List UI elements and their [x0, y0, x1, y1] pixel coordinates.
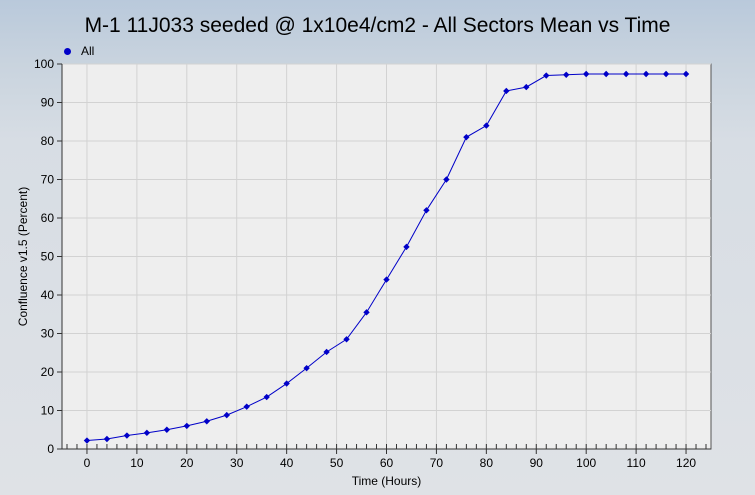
data-point: [622, 70, 630, 78]
x-tick-label: 120: [676, 456, 696, 470]
data-point: [243, 403, 250, 410]
data-point: [602, 70, 610, 78]
data-point: [423, 207, 430, 214]
x-tick-label: 20: [180, 456, 194, 470]
data-point: [503, 87, 510, 95]
data-point: [263, 393, 270, 401]
data-point: [582, 70, 590, 78]
chart-title: M-1 11J033 seeded @ 1x10e4/cm2 - All Sec…: [84, 14, 671, 37]
minor-ticks: [66, 444, 707, 449]
y-tick-label: 80: [41, 134, 55, 148]
x-tick-label: 90: [530, 456, 544, 470]
data-point: [523, 83, 530, 91]
x-tick-label: 40: [280, 456, 294, 470]
legend-label-all: All: [81, 44, 95, 58]
data-point: [83, 437, 91, 444]
x-axis-label: Time (Hours): [352, 474, 422, 488]
data-point: [543, 72, 550, 79]
y-tick-label: 50: [41, 250, 55, 264]
y-tick-label: 30: [41, 327, 55, 341]
data-point: [363, 309, 370, 316]
y-tick-label: 0: [47, 442, 54, 456]
data-point: [563, 71, 570, 78]
data-point: [463, 133, 470, 141]
data-point: [103, 435, 111, 443]
y-tick-label: 70: [41, 173, 55, 187]
data-point: [343, 336, 350, 343]
x-tick-label: 30: [230, 456, 244, 470]
y-tick-label: 40: [41, 288, 55, 302]
x-axis: 0 10 20 30 40 50 60 70 80 90 100 110 120: [62, 448, 711, 470]
data-point: [682, 70, 690, 78]
data-point: [323, 348, 330, 356]
data-point: [143, 429, 151, 437]
x-tick-label: 100: [576, 456, 596, 470]
legend-marker-all: [64, 47, 71, 55]
y-tick-label: 20: [41, 365, 55, 379]
data-point: [383, 276, 390, 283]
data-point: [283, 380, 290, 387]
x-tick-label: 50: [330, 456, 344, 470]
data-point: [443, 176, 450, 183]
legend: All: [64, 43, 94, 59]
x-tick-label: 60: [380, 456, 394, 470]
data-points: [83, 70, 690, 444]
data-point: [123, 432, 131, 439]
y-axis-label: Confluence v1.5 (Percent): [16, 187, 30, 326]
data-point: [203, 418, 210, 425]
x-tick-label: 0: [84, 456, 91, 470]
data-point: [223, 411, 230, 419]
data-point: [183, 422, 191, 430]
y-tick-label: 90: [41, 96, 55, 110]
x-tick-label: 110: [627, 456, 646, 470]
x-tick-label: 80: [480, 456, 494, 470]
data-point: [403, 243, 410, 251]
y-tick-label: 10: [41, 404, 55, 418]
data-point: [662, 70, 670, 78]
x-tick-label: 10: [130, 456, 144, 470]
data-point: [163, 426, 171, 433]
y-tick-label: 60: [41, 211, 55, 225]
data-point: [303, 364, 310, 372]
y-axis: 0 10 20 30 40 50 60 70 80 90 100: [34, 57, 63, 456]
x-tick-label: 70: [430, 456, 444, 470]
data-point: [483, 122, 490, 129]
y-tick-label: 100: [34, 57, 54, 71]
data-point: [642, 70, 650, 78]
